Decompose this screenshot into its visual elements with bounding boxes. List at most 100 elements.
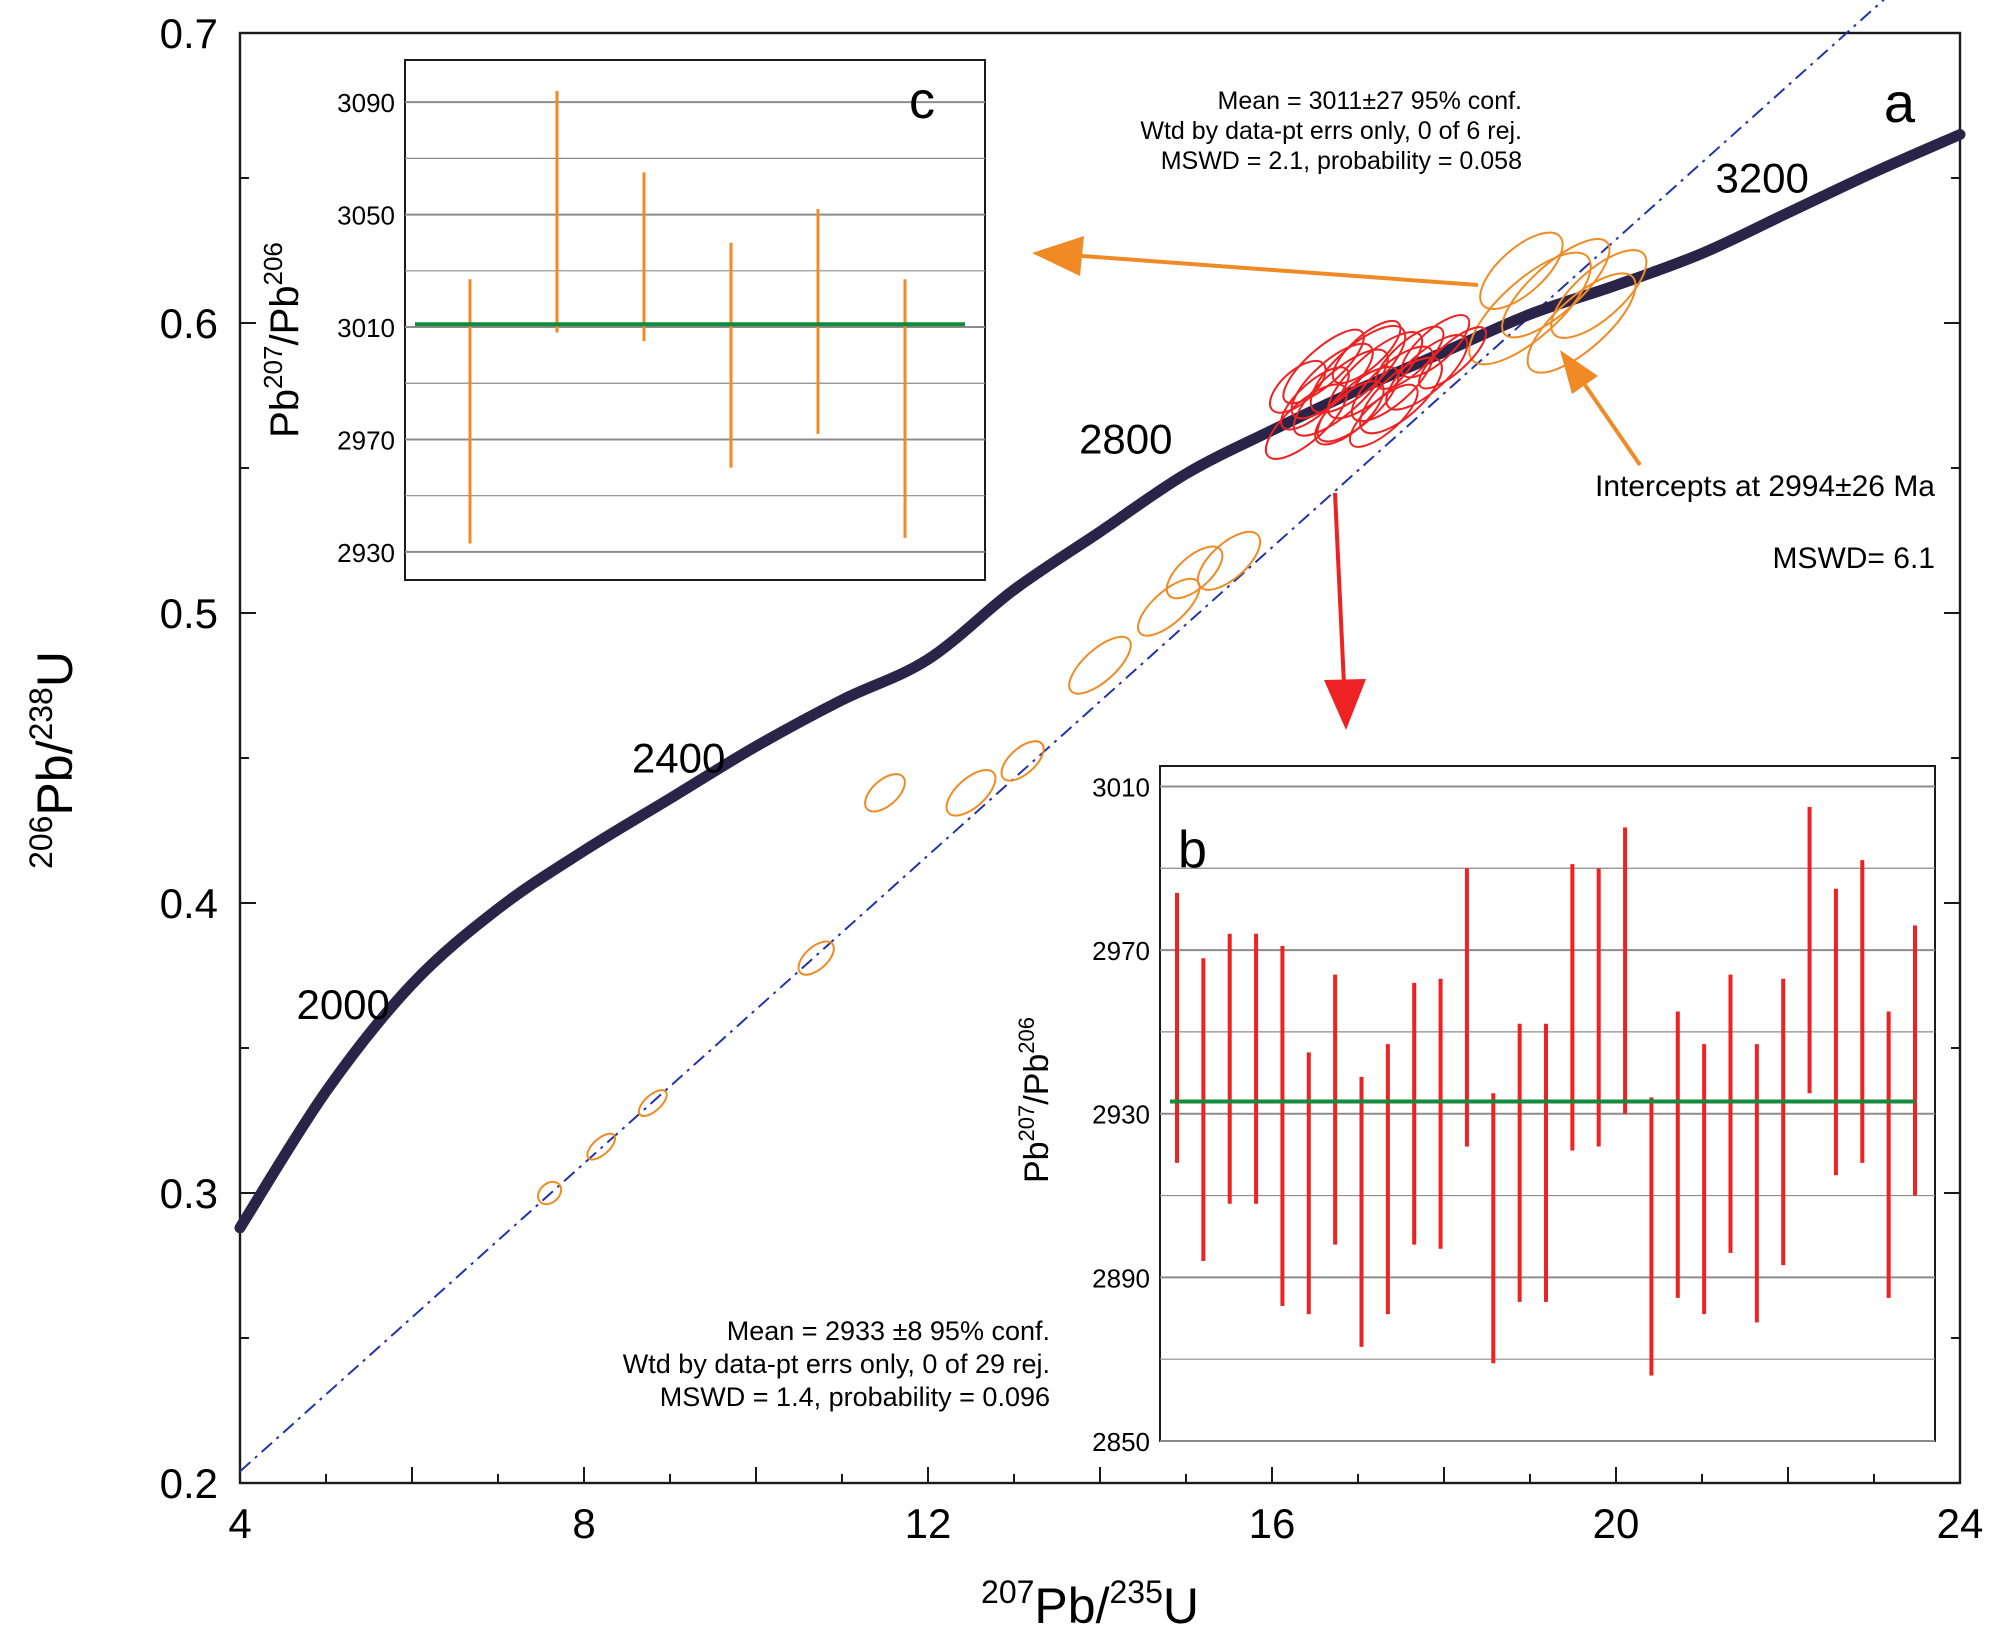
panel-b-mean-line-3: MSWD = 1.4, probability = 0.096: [660, 1382, 1050, 1412]
panel-a-ticks: [239, 32, 1961, 1484]
intercept-annotation: Intercepts at 2994±26 Ma: [1595, 470, 1935, 503]
concordia-age-label: 3200: [1715, 155, 1808, 202]
panel-b-label: b: [1178, 821, 1207, 879]
orange-error-ellipse: [1165, 545, 1224, 600]
concordia-age-label: 2000: [296, 981, 389, 1028]
red-ellipses: [1264, 314, 1488, 460]
panel-c-inset: 2930 2970 3010 3050 3090 c Pb207/Pb206: [258, 59, 986, 581]
panel-c-y-title-sup2: 206: [258, 242, 288, 285]
orange-ellipses: [537, 231, 1648, 1206]
y-tick-label: 0.2: [160, 1460, 218, 1507]
y-axis-title-main: Pb/: [27, 740, 83, 815]
panel-b-tick-label: 2850: [1092, 1427, 1150, 1457]
concordia-age-label: 2800: [1079, 416, 1172, 463]
red-error-ellipse: [1385, 334, 1469, 411]
y-axis-title-sup: 206: [23, 816, 59, 869]
arrow-to-panel-b: [1324, 492, 1366, 730]
orange-error-ellipse: [1000, 740, 1045, 782]
panel-b-inset: 2850 2890 2930 2970 3010 b Pb207/Pb206: [1014, 765, 1936, 1457]
orange-error-ellipse: [1526, 272, 1637, 374]
y-tick-label: 0.3: [160, 1170, 218, 1217]
panel-c-mean-line-2: Wtd by data-pt errs only, 0 of 6 rej.: [1140, 117, 1522, 145]
concordia-age-labels: 2000 2400 2800 3200: [296, 155, 1808, 1029]
panel-c-tick-label: 2970: [337, 425, 395, 455]
panel-c-tick-labels: 2930 2970 3010 3050 3090: [337, 88, 395, 568]
x-tick-label: 16: [1249, 1500, 1296, 1547]
x-axis-title-sup: 207: [981, 1574, 1034, 1610]
red-error-ellipse: [1264, 383, 1348, 460]
orange-error-ellipse: [1501, 237, 1611, 339]
panel-c-mean-line-1: Mean = 3011±27 95% conf.: [1218, 87, 1522, 115]
orange-error-ellipse: [864, 773, 906, 813]
panel-c-y-title-sup1: 207: [258, 346, 288, 389]
x-tick-label: 12: [905, 1500, 952, 1547]
y-tick-label: 0.4: [160, 880, 218, 927]
red-error-ellipse: [1400, 314, 1471, 379]
orange-error-ellipse: [1479, 231, 1564, 311]
red-error-ellipse: [1292, 348, 1389, 437]
panel-c-y-title-main: Pb: [263, 389, 307, 438]
panel-c-label: c: [909, 72, 935, 130]
y-axis-title-tail: U: [27, 651, 83, 687]
x-axis-title-tail: U: [1163, 1578, 1199, 1634]
orange-error-ellipse: [945, 769, 997, 817]
arrow-to-intercept: [1560, 350, 1642, 467]
panel-b-tick-label: 3010: [1092, 772, 1150, 802]
orange-error-ellipse: [1068, 635, 1132, 695]
panel-b-y-title-mid: /Pb: [1018, 1054, 1056, 1105]
panel-a-concordia: 4 8 12 16 20 24 0.2 0.3 0.4 0.5 0.6 0.7 2000 2400 280…: [23, 0, 1983, 1634]
y-axis-title-sup2: 238: [23, 687, 59, 740]
panel-b-mean-line-1: Mean = 2933 ±8 95% conf.: [727, 1316, 1050, 1346]
red-error-ellipse: [1359, 356, 1443, 435]
orange-error-ellipse: [1196, 530, 1262, 591]
orange-error-ellipse: [1468, 251, 1592, 366]
panel-c-y-title-mid: /Pb: [263, 286, 307, 346]
red-error-ellipse: [1349, 383, 1419, 448]
x-tick-label: 24: [1937, 1500, 1984, 1547]
red-error-ellipse: [1269, 359, 1327, 414]
panel-b-y-title: Pb207/Pb206: [1014, 1017, 1056, 1183]
orange-error-ellipse: [586, 1132, 617, 1161]
panel-c-tick-label: 3010: [337, 313, 395, 343]
panel-b-mean-line-2: Wtd by data-pt errs only, 0 of 29 rej.: [623, 1349, 1050, 1379]
arrow-to-panel-c: [1032, 236, 1479, 287]
x-tick-label: 8: [572, 1500, 595, 1547]
discordia-line: [239, 0, 1885, 1473]
orange-error-ellipse: [537, 1180, 563, 1206]
x-tick-label: 20: [1593, 1500, 1640, 1547]
concordia-curve: [234, 129, 1966, 1234]
panel-b-y-title-main: Pb: [1018, 1141, 1056, 1183]
red-error-ellipse: [1418, 326, 1488, 390]
panel-b-tick-label: 2930: [1092, 1100, 1150, 1130]
panel-a-tick-labels: 4 8 12 16 20 24 0.2 0.3 0.4 0.5 0.6 0.7: [160, 10, 1984, 1547]
panel-b-y-title-sup2: 206: [1014, 1017, 1039, 1054]
panel-b-tick-label: 2970: [1092, 936, 1150, 966]
orange-error-ellipse: [1550, 249, 1648, 339]
panel-b-tick-labels: 2850 2890 2930 2970 3010: [1092, 772, 1150, 1457]
panel-b-y-title-sup1: 207: [1014, 1105, 1039, 1142]
orange-error-ellipse: [797, 940, 835, 976]
panel-a-label: a: [1884, 71, 1916, 134]
y-axis-title: 206Pb/238U: [23, 651, 83, 869]
panel-b-tick-label: 2890: [1092, 1263, 1150, 1293]
panel-c-tick-label: 2930: [337, 538, 395, 568]
panel-c-mean-line-3: MSWD = 2.1, probability = 0.058: [1161, 147, 1522, 175]
red-error-ellipse: [1290, 342, 1374, 420]
panel-c-grid: [405, 101, 985, 553]
panel-c-tick-label: 3090: [337, 88, 395, 118]
red-error-ellipse: [1309, 324, 1407, 414]
concordia-age-label: 2400: [632, 735, 725, 782]
panel-b-grid: [1160, 785, 1935, 1442]
panel-c-tick-label: 3050: [337, 201, 395, 231]
red-error-ellipse: [1331, 319, 1402, 385]
x-tick-label: 4: [228, 1500, 251, 1547]
x-axis-title-sup2: 235: [1109, 1574, 1162, 1610]
intercept-mswd: MSWD= 6.1: [1772, 542, 1935, 575]
y-tick-label: 0.7: [160, 10, 218, 57]
red-error-ellipse: [1282, 328, 1365, 405]
red-error-ellipse: [1316, 365, 1400, 443]
red-error-ellipse: [1374, 325, 1445, 390]
orange-error-ellipse: [637, 1089, 668, 1118]
x-axis-title: 207Pb/235U: [981, 1574, 1199, 1634]
